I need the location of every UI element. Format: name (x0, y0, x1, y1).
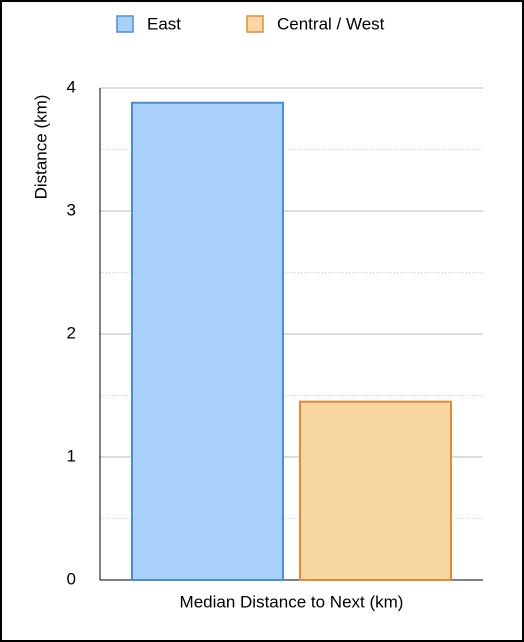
legend-label: East (147, 14, 181, 33)
y-tick-label: 4 (67, 77, 76, 96)
y-tick-label: 0 (67, 569, 76, 588)
legend-swatch (246, 15, 264, 33)
bar (299, 400, 452, 581)
legend-swatch (116, 15, 134, 33)
y-tick-label: 1 (67, 446, 76, 465)
y-tick-label: 3 (67, 200, 76, 219)
bar (131, 101, 284, 581)
legend-label: Central / West (277, 14, 385, 33)
x-tick-label: Median Distance to Next (km) (180, 592, 404, 611)
y-tick-label: 2 (67, 323, 76, 342)
y-axis-title: Distance (km) (31, 95, 50, 200)
